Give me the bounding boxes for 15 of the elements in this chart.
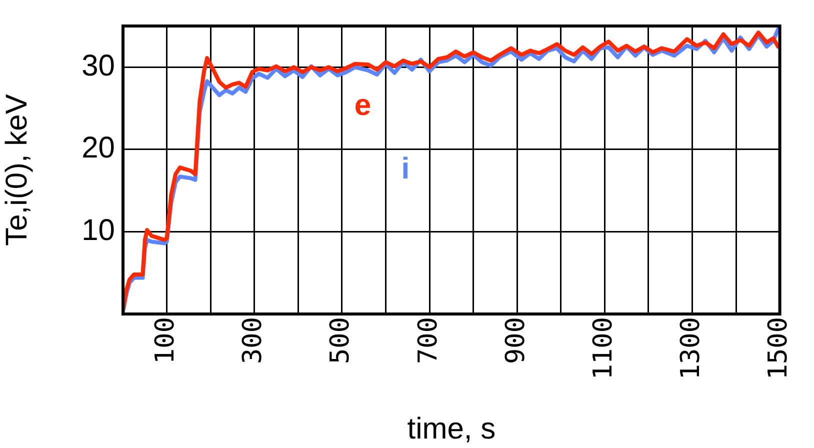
x-tick-label: 1100 [588,317,618,380]
y-tick-label: 20 [82,132,115,165]
x-tick-label: 100 [150,317,181,364]
x-tick-label: 900 [500,317,531,364]
x-tick-label: 500 [326,317,356,364]
y-tick-label: 10 [82,214,115,247]
y-tick-label: 30 [82,49,115,82]
y-axis-title: Te,i(0), keV [0,94,34,246]
text: i [401,152,410,186]
x-tick-label: 700 [413,317,444,364]
series-label: e [354,88,372,122]
x-tick-label: 1300 [676,317,706,380]
x-tick-label: 300 [238,317,268,364]
x-tick-label: 1500 [764,317,794,380]
x-axis-title: time, s [407,412,496,446]
